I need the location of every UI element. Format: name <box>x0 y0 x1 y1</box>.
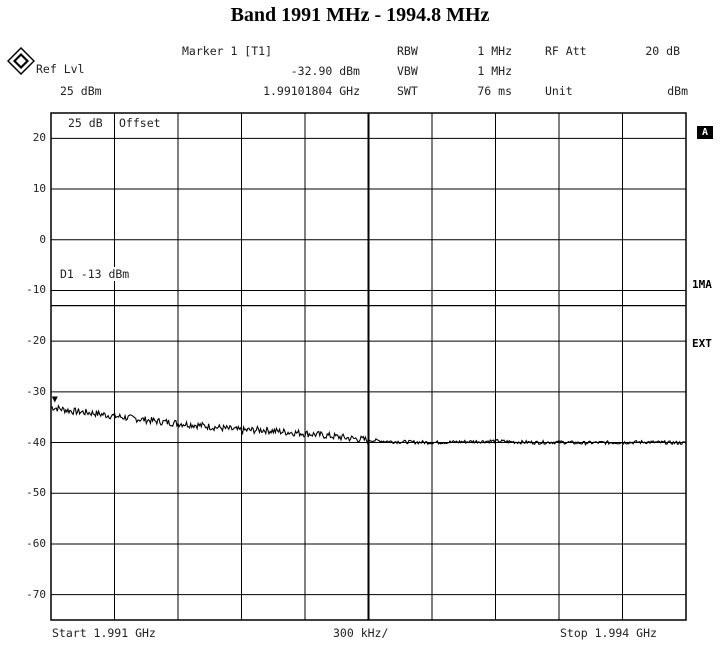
marker-label: Marker 1 [T1] <box>182 44 273 58</box>
mode-label: 1MA <box>692 278 712 291</box>
stop-frequency: Stop 1.994 GHz <box>560 626 657 640</box>
marker-frequency: 1.99101804 GHz <box>263 84 360 98</box>
trace-a-badge: A <box>697 126 714 139</box>
y-tick-label: 0 <box>39 232 46 246</box>
unit-label: Unit <box>545 84 573 98</box>
vbw-label: VBW <box>397 64 418 78</box>
rbw-label: RBW <box>397 44 418 58</box>
chart-title: Band 1991 MHz - 1994.8 MHz <box>230 4 490 26</box>
y-tick-label: -50 <box>26 486 46 500</box>
sweep-time-value: 76 ms <box>477 84 512 98</box>
y-tick-label: -70 <box>26 587 46 601</box>
y-tick-label: -40 <box>26 435 46 449</box>
marker-level: -32.90 dBm <box>290 64 360 78</box>
y-tick-label: -20 <box>26 334 46 348</box>
ref-level-value: 25 dBm <box>60 84 102 98</box>
y-tick-label: 20 <box>32 131 46 145</box>
y-tick-label: 10 <box>32 182 46 196</box>
unit-value: dBm <box>667 84 688 98</box>
ref-level-label: Ref Lvl <box>36 62 85 76</box>
spectrum-trace <box>50 404 687 446</box>
marker-1-icon <box>51 396 58 403</box>
start-frequency: Start 1.991 GHz <box>52 626 156 640</box>
y-tick-label: -60 <box>26 536 46 550</box>
rf-att-label: RF Att <box>545 44 587 58</box>
rbw-value: 1 MHz <box>477 44 512 58</box>
rf-att-value: 20 dB <box>645 44 680 58</box>
ext-label: EXT <box>692 337 712 350</box>
offset-label: Offset <box>119 116 161 130</box>
rohde-schwarz-logo-icon <box>7 47 35 75</box>
limit-line-label: D1 -13 dBm <box>58 267 132 281</box>
offset-value: 25 dB <box>68 116 103 130</box>
y-tick-label: -10 <box>26 283 46 297</box>
vbw-value: 1 MHz <box>477 64 512 78</box>
y-tick-label: -30 <box>26 384 46 398</box>
sweep-time-label: SWT <box>397 84 418 98</box>
span-per-division: 300 kHz/ <box>333 626 389 640</box>
